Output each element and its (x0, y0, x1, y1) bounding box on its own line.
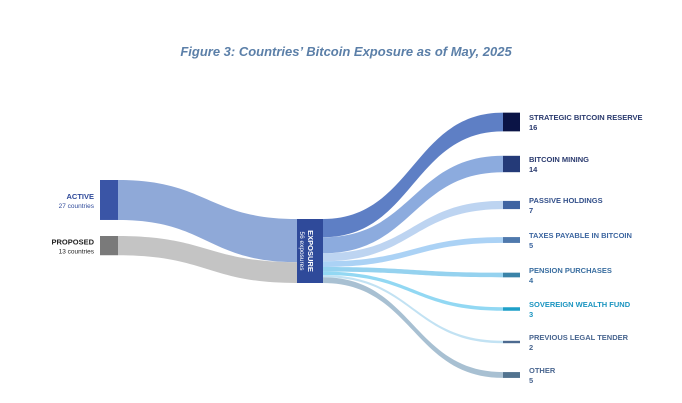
center-sub-label: 56 exposures (298, 231, 305, 271)
flow-exposure-to-bitcoin-mining (323, 155, 503, 254)
target-value-previous-legal-tender: 2 (529, 343, 533, 352)
node-passive-holdings (503, 200, 520, 210)
target-label-taxes-payable-in-bitcoin: TAXES PAYABLE IN BITCOIN (529, 231, 632, 240)
flow-exposure-to-taxes-payable-in-bitcoin (323, 237, 503, 267)
target-label-passive-holdings: PASSIVE HOLDINGS (529, 196, 603, 205)
source-sub-proposed: 13 countries (59, 249, 95, 256)
source-label-proposed: PROPOSED (51, 238, 94, 247)
target-value-strategic-bitcoin-reserve: 16 (529, 123, 537, 132)
target-value-other: 5 (529, 376, 533, 385)
target-value-passive-holdings: 7 (529, 206, 533, 215)
flow-group (118, 112, 503, 378)
target-label-other: OTHER (529, 366, 556, 375)
target-label-previous-legal-tender: PREVIOUS LEGAL TENDER (529, 333, 629, 342)
flow-exposure-to-passive-holdings (323, 200, 503, 262)
flow-active-to-exposure (118, 180, 297, 263)
target-value-sovereign-wealth-fund: 3 (529, 310, 533, 319)
source-label-active: ACTIVE (66, 192, 94, 201)
node-taxes-payable-in-bitcoin (503, 237, 520, 243)
flow-exposure-to-strategic-bitcoin-reserve (323, 112, 503, 238)
center-label: EXPOSURE (306, 230, 315, 272)
node-sovereign-wealth-fund (503, 307, 520, 311)
node-proposed (100, 236, 118, 256)
label-group: ACTIVE 27 countries PROPOSED 13 countries ST… (51, 113, 642, 385)
target-value-taxes-payable-in-bitcoin: 5 (529, 241, 533, 250)
target-label-bitcoin-mining: BITCOIN MINING (529, 155, 589, 164)
flow-proposed-to-exposure (118, 236, 297, 283)
node-strategic-bitcoin-reserve (503, 112, 520, 132)
target-label-strategic-bitcoin-reserve: STRATEGIC BITCOIN RESERVE (529, 113, 643, 122)
flow-exposure-to-other (323, 277, 503, 378)
flow-exposure-to-previous-legal-tender (323, 275, 503, 344)
target-label-pension-purchases: PENSION PURCHASES (529, 266, 612, 275)
node-pension-purchases (503, 272, 520, 278)
figure-title: Figure 3: Countries’ Bitcoin Exposure as… (180, 44, 512, 59)
node-previous-legal-tender (503, 340, 520, 344)
flow-exposure-to-sovereign-wealth-fund (323, 271, 503, 311)
target-value-bitcoin-mining: 14 (529, 165, 538, 174)
target-label-sovereign-wealth-fund: SOVEREIGN WEALTH FUND (529, 300, 631, 309)
node-active (100, 180, 118, 220)
source-sub-active: 27 countries (59, 203, 95, 210)
node-group (100, 112, 520, 378)
node-bitcoin-mining (503, 155, 520, 173)
node-other (503, 372, 520, 378)
flow-exposure-to-pension-purchases (323, 267, 503, 278)
target-value-pension-purchases: 4 (529, 276, 534, 285)
node-exposure (297, 219, 323, 283)
